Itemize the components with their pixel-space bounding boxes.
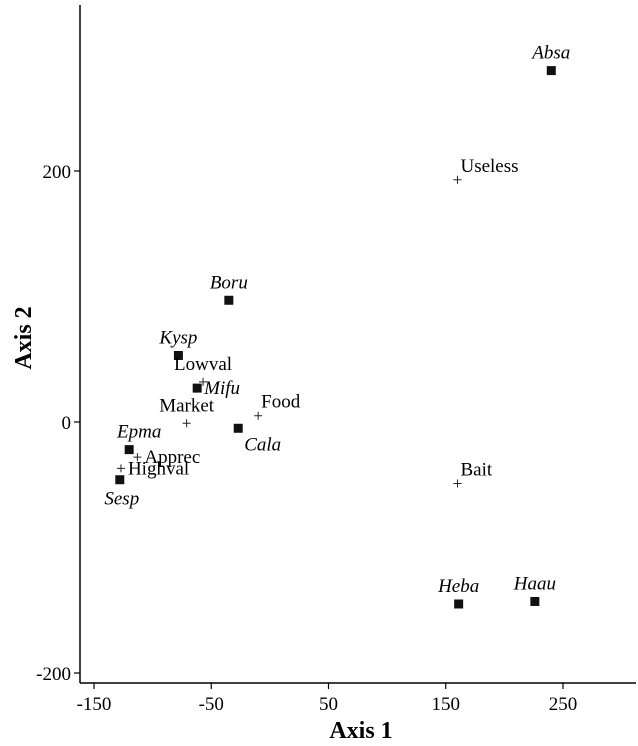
y-tick-label: -200: [36, 664, 71, 685]
marker-square-cala: [234, 424, 243, 433]
point-label-heba: Heba: [437, 576, 479, 597]
axes: -150 -50 50 150 250 -200 0 200: [36, 5, 636, 715]
x-tick-label: 250: [549, 694, 578, 715]
point-label-food: Food: [261, 392, 301, 413]
x-axis-title: Axis 1: [329, 718, 392, 744]
x-tick-label: 150: [432, 694, 461, 715]
marker-plus-market: [183, 419, 191, 427]
marker-square-heba: [454, 599, 463, 608]
marker-square-mifu: [193, 384, 202, 393]
point-label-lowval: Lowval: [174, 354, 232, 375]
point-label-market: Market: [159, 395, 215, 416]
point-label-absa: Absa: [530, 43, 570, 64]
point-label-epma: Epma: [116, 422, 161, 443]
y-axis-title: Axis 2: [11, 306, 37, 369]
point-label-highval: Highval: [128, 458, 189, 479]
marker-square-epma: [125, 445, 134, 454]
point-label-bait: Bait: [460, 459, 492, 480]
point-label-boru: Boru: [210, 272, 248, 293]
marker-plus-useless: [453, 176, 461, 184]
point-label-sesp: Sesp: [104, 489, 139, 510]
x-tick-label: -50: [199, 694, 224, 715]
point-label-haau: Haau: [513, 573, 556, 594]
point-label-cala: Cala: [244, 434, 281, 455]
marker-square-haau: [530, 597, 539, 606]
marker-square-sesp: [115, 475, 124, 484]
marker-plus-food: [254, 412, 262, 420]
x-tick-label: -150: [77, 694, 112, 715]
marker-square-boru: [224, 296, 233, 305]
point-label-kysp: Kysp: [158, 327, 197, 348]
marker-square-absa: [547, 66, 556, 75]
y-tick-label: 0: [62, 413, 72, 434]
marker-plus-highval: [117, 464, 125, 472]
x-tick-label: 50: [319, 694, 338, 715]
y-tick-label: 200: [43, 162, 72, 183]
marker-plus-bait: [453, 479, 461, 487]
point-label-useless: Useless: [460, 156, 518, 177]
